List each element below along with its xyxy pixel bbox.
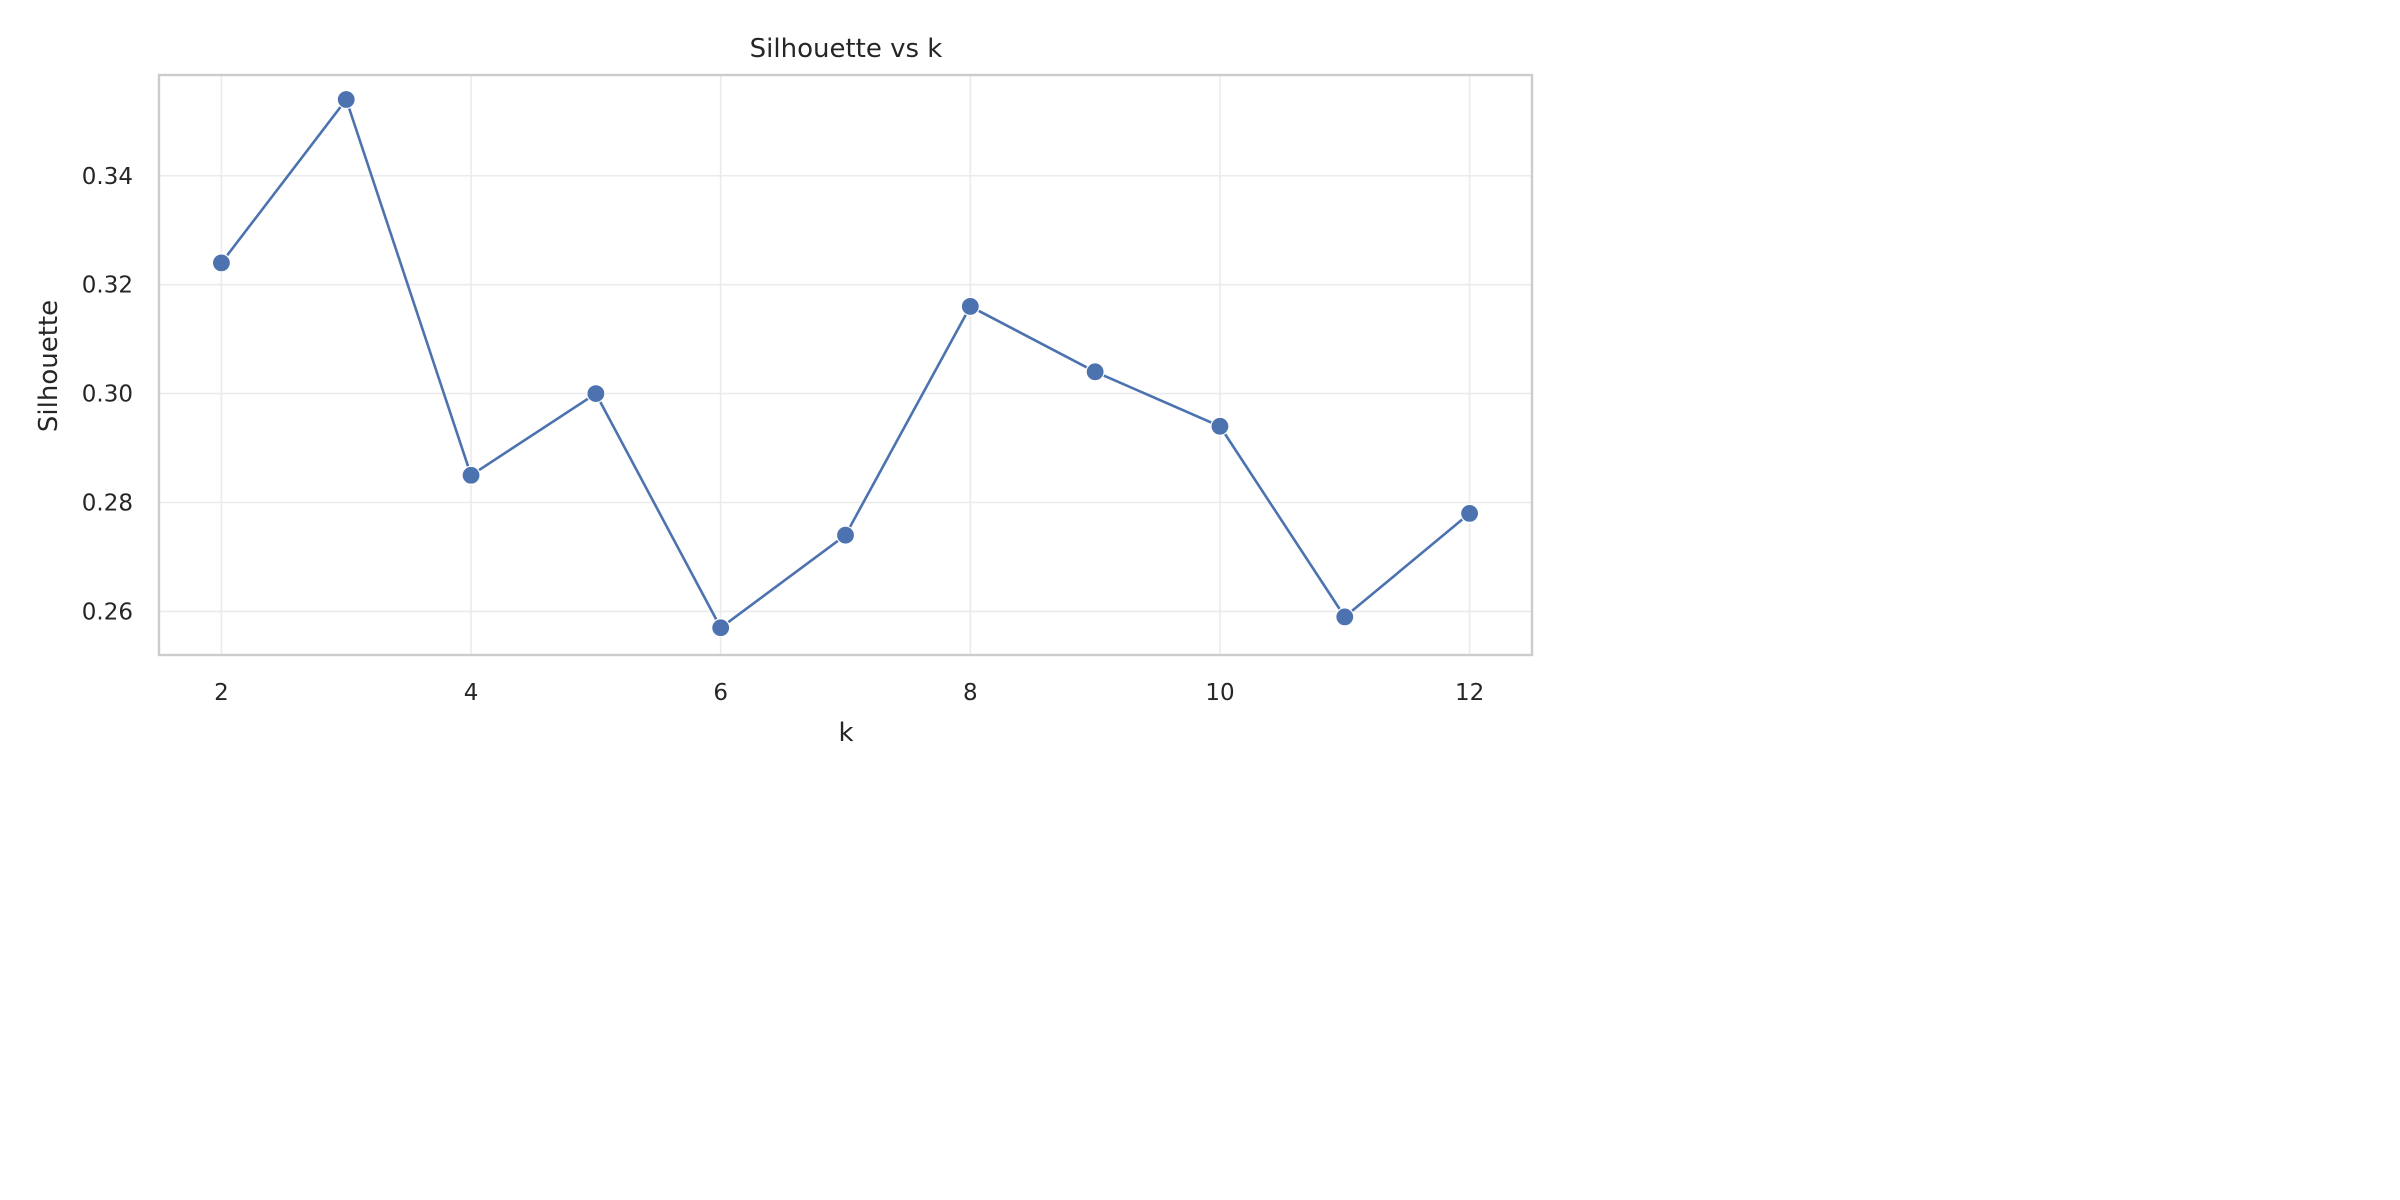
y-tick-label: 0.28 (82, 491, 133, 517)
x-tick-label: 10 (1205, 680, 1234, 706)
y-tick-label: 0.30 (82, 382, 133, 408)
y-tick-label: 0.34 (82, 164, 133, 190)
data-point-k11 (1335, 607, 1355, 627)
data-point-k12 (1459, 503, 1480, 524)
y-axis-label: Silhouette (34, 300, 64, 432)
data-point-k7 (835, 525, 856, 545)
data-point-k6 (711, 618, 731, 638)
silhouette-line (220, 98, 1471, 630)
y-tick-label: 0.26 (82, 599, 133, 625)
x-tick-label: 12 (1455, 680, 1484, 706)
series-group (211, 89, 1480, 638)
plot-frame (157, 73, 1534, 657)
data-point-k8 (960, 296, 980, 317)
silhouette-chart: Silhouette vs k 2 4 6 8 10 12 0.26 0.28 0.30 0.3… (34, 34, 1534, 748)
grid (159, 75, 1532, 655)
data-point-k4 (461, 465, 481, 485)
chart-title: Silhouette vs k (750, 34, 943, 64)
x-tick-label: 4 (464, 680, 479, 706)
y-axis-ticks: 0.26 0.28 0.30 0.32 0.34 (82, 164, 133, 626)
data-point-k5 (586, 383, 606, 404)
x-tick-label: 8 (963, 680, 978, 706)
data-point-k3 (336, 89, 356, 110)
x-tick-label: 6 (713, 680, 728, 706)
x-axis-ticks: 2 4 6 8 10 12 (214, 680, 1484, 706)
data-point-k9 (1085, 362, 1105, 382)
data-point-k10 (1210, 416, 1230, 436)
data-point-k2 (211, 253, 232, 273)
x-axis-label: k (838, 718, 853, 748)
y-tick-label: 0.32 (82, 273, 133, 299)
x-tick-label: 2 (214, 680, 229, 706)
